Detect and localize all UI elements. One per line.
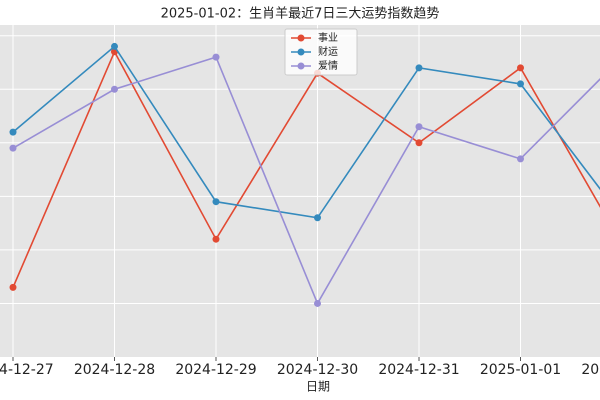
point (415, 139, 423, 147)
point (212, 198, 220, 206)
point (111, 85, 118, 93)
x-tick-label: 2025-01-01 (480, 362, 561, 378)
point (9, 283, 17, 291)
point (517, 80, 524, 88)
point (415, 123, 423, 131)
point (314, 214, 321, 222)
point (9, 144, 17, 152)
legend-marker (297, 62, 305, 70)
point (314, 299, 321, 307)
legend-label: 爱情 (318, 59, 338, 72)
x-tick-label: 2025-01-02 (581, 362, 600, 378)
plot: 2024-12-27 2024-12-28 2024-12-29 2024-12-30… (0, 25, 600, 378)
legend-label: 财运 (318, 45, 338, 58)
point (517, 155, 524, 163)
point (517, 64, 524, 72)
point (415, 64, 423, 72)
x-tick-label: 2024-12-31 (378, 362, 459, 378)
x-tick-label: 2024-12-28 (74, 362, 155, 378)
legend-marker (297, 34, 305, 42)
point (212, 53, 220, 61)
x-axis-label: 日期 (306, 380, 330, 394)
point (111, 42, 118, 50)
legend-marker (297, 48, 305, 56)
point (212, 235, 220, 243)
x-tick-label: 2024-12-27 (0, 362, 54, 378)
x-tick-label: 2024-12-29 (175, 362, 256, 378)
x-tick-label: 2024-12-30 (277, 362, 358, 378)
legend-label: 事业 (318, 31, 338, 44)
chart-title: 2025-01-02：生肖羊最近7日三大运势指数趋势 (161, 6, 440, 22)
point (9, 128, 17, 136)
